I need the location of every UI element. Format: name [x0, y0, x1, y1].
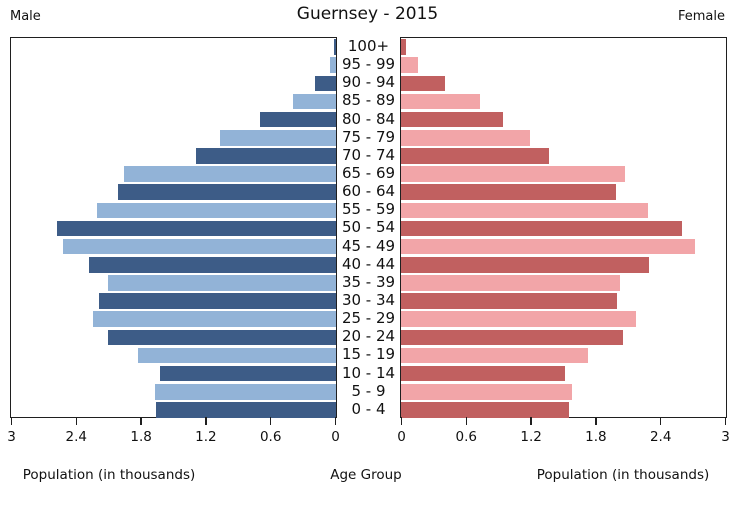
bar-male-60-64 — [117, 184, 336, 200]
female-axis-tick-label-1.2: 1.2 — [520, 429, 542, 445]
bar-female-60-64 — [401, 184, 616, 200]
bar-male-85-89 — [292, 93, 336, 110]
age-group-label-55-59: 55 - 59 — [341, 200, 396, 219]
bar-female-50-54 — [401, 220, 682, 237]
bar-male-65-69 — [124, 166, 336, 182]
male-axis-tick-label-2.4: 2.4 — [65, 429, 88, 445]
age-group-label-95-99: 95 - 99 — [341, 55, 396, 74]
left-x-axis-label: Population (in thousands) — [22, 467, 196, 483]
bar-female-65-69 — [401, 166, 625, 182]
bar-female-80-84 — [401, 111, 503, 128]
age-group-label-70-74: 70 - 74 — [341, 145, 396, 164]
female-axis-tick-label-0.6: 0.6 — [455, 429, 478, 445]
bar-male-15-19 — [138, 347, 336, 364]
female-axis-tick-label-0: 0 — [397, 429, 406, 445]
bar-male-75-79 — [220, 130, 336, 146]
male-axis-tick-label-1.2: 1.2 — [195, 429, 217, 445]
bar-female-0-4 — [401, 402, 570, 418]
age-group-label-40-44: 40 - 44 — [341, 254, 396, 273]
bar-male-0-4 — [155, 402, 336, 418]
bar-female-30-34 — [401, 293, 617, 309]
bar-male-45-49 — [62, 238, 336, 255]
bar-male-30-34 — [99, 293, 336, 309]
bar-female-15-19 — [401, 347, 588, 364]
age-group-labels-column: 100+ 95 - 99 90 - 94 85 - 89 80 - 84 75 - 79 7… — [337, 37, 400, 418]
bar-male-50-54 — [57, 220, 336, 237]
age-group-label-35-39: 35 - 39 — [341, 272, 396, 291]
male-axis-tick-label-1.8: 1.8 — [130, 429, 152, 445]
bar-female-45-49 — [401, 238, 695, 255]
age-group-label-25-29: 25 - 29 — [341, 309, 396, 328]
bar-male-10-14 — [159, 365, 336, 382]
age-group-label-50-54: 50 - 54 — [341, 218, 396, 237]
bar-female-90-94 — [401, 75, 446, 92]
female-axis-title: Female — [677, 9, 725, 24]
bar-female-10-14 — [401, 365, 566, 382]
age-group-label-60-64: 60 - 64 — [341, 182, 396, 201]
male-axis-tick-0 — [334, 417, 337, 425]
bar-male-20-24 — [108, 329, 336, 346]
female-axis-tick-label-2.4: 2.4 — [649, 429, 672, 445]
female-axis-tick-1.2 — [530, 417, 532, 425]
center-x-axis-label: Age Group — [330, 467, 402, 483]
age-group-label-0-4: 0 - 4 — [351, 399, 386, 418]
male-axis-tick-1.8 — [140, 417, 142, 425]
bar-male-80-84 — [260, 111, 336, 128]
age-group-label-10-14: 10 - 14 — [341, 363, 396, 382]
male-axis-tick-0.6 — [269, 417, 272, 425]
bar-male-40-44 — [88, 257, 336, 273]
female-axis-tick-label-1.8: 1.8 — [585, 429, 607, 445]
female-axis-tick-2.4 — [659, 417, 662, 425]
age-group-label-30-34: 30 - 34 — [341, 291, 396, 309]
chart-title: Guernsey - 2015 — [296, 4, 439, 24]
age-group-label-90-94: 90 - 94 — [341, 73, 396, 92]
age-group-label-45-49: 45 - 49 — [341, 236, 396, 255]
bar-female-55-59 — [401, 202, 649, 219]
bar-male-25-29 — [93, 311, 336, 327]
male-plot-area — [10, 37, 337, 418]
bar-female-20-24 — [401, 329, 624, 346]
right-x-axis-label: Population (in thousands) — [536, 467, 710, 483]
bar-male-90-94 — [315, 75, 336, 92]
age-group-label-20-24: 20 - 24 — [341, 327, 396, 346]
bar-female-100plus — [401, 39, 407, 55]
male-axis-tick-2.4 — [75, 417, 78, 425]
female-plot-area — [400, 37, 727, 418]
bar-male-35-39 — [108, 275, 336, 291]
age-group-label-100plus: 100+ — [347, 37, 390, 55]
male-axis-tick-label-3: 3 — [7, 429, 16, 445]
bar-female-75-79 — [401, 130, 530, 146]
male-axis-tick-3 — [10, 417, 13, 425]
age-group-label-15-19: 15 - 19 — [341, 345, 396, 364]
female-axis-tick-3 — [724, 417, 727, 425]
bar-female-70-74 — [401, 148, 549, 164]
bar-male-55-59 — [97, 202, 336, 219]
bar-male-100plus — [333, 39, 336, 55]
age-group-label-65-69: 65 - 69 — [341, 164, 396, 182]
male-axis-title: Male — [10, 9, 41, 24]
male-axis-tick-label-0: 0 — [331, 429, 340, 445]
bar-female-25-29 — [401, 311, 637, 327]
male-axis-tick-label-0.6: 0.6 — [259, 429, 282, 445]
age-group-label-5-9: 5 - 9 — [351, 381, 386, 400]
age-group-label-85-89: 85 - 89 — [341, 91, 396, 110]
bar-female-85-89 — [401, 93, 480, 110]
male-axis-tick-1.2 — [205, 417, 207, 425]
bar-female-40-44 — [401, 257, 650, 273]
female-axis-tick-1.8 — [595, 417, 597, 425]
female-axis-tick-0 — [400, 417, 403, 425]
bar-male-95-99 — [329, 57, 336, 73]
bar-female-5-9 — [401, 384, 572, 400]
female-axis-tick-0.6 — [465, 417, 468, 425]
bar-female-95-99 — [401, 57, 419, 73]
female-axis-tick-label-3: 3 — [721, 429, 730, 445]
bar-female-35-39 — [401, 275, 621, 291]
bar-male-5-9 — [154, 384, 336, 400]
bar-male-70-74 — [195, 148, 336, 164]
age-group-label-75-79: 75 - 79 — [341, 127, 396, 146]
age-group-label-80-84: 80 - 84 — [341, 109, 396, 128]
